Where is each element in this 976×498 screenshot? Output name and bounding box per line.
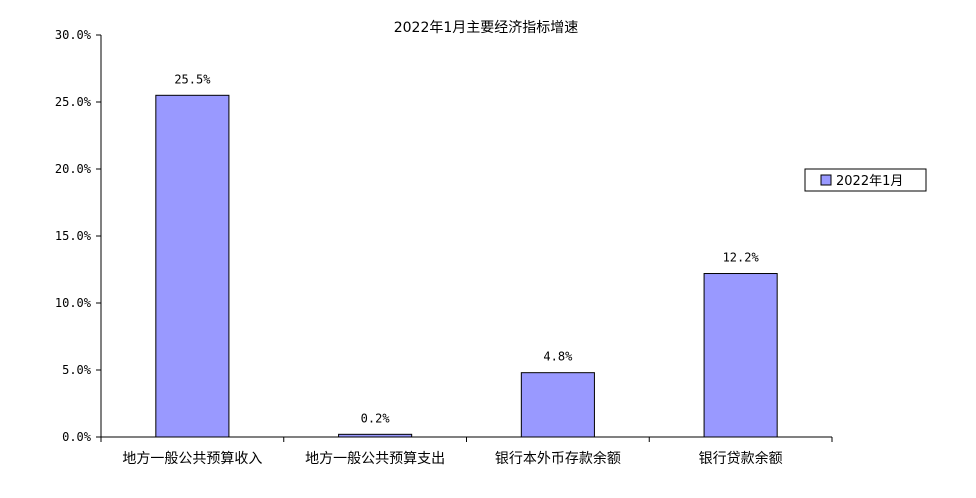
x-category-label: 银行贷款余额 bbox=[699, 450, 783, 467]
legend-swatch bbox=[820, 174, 832, 186]
y-tick-label: 30.0% bbox=[55, 28, 92, 42]
x-category-label: 银行本外币存款余额 bbox=[495, 450, 621, 467]
bar bbox=[703, 273, 778, 438]
data-label: 0.2% bbox=[361, 411, 391, 425]
data-label: 25.5% bbox=[174, 72, 211, 86]
legend-label: 2022年1月 bbox=[836, 174, 903, 189]
y-tick-label: 5.0% bbox=[62, 363, 92, 377]
y-tick-label: 10.0% bbox=[55, 296, 92, 310]
data-label: 4.8% bbox=[543, 350, 573, 364]
chart-title: 2022年1月主要经济指标增速 bbox=[394, 20, 579, 36]
bar bbox=[155, 94, 230, 438]
data-label: 12.2% bbox=[723, 251, 760, 265]
legend-box bbox=[804, 168, 927, 192]
y-tick-label: 25.0% bbox=[55, 95, 92, 109]
x-category-label: 地方一般公共预算支出 bbox=[305, 451, 445, 467]
x-category-label: 地方一般公共预算收入 bbox=[122, 451, 262, 467]
y-tick-label: 20.0% bbox=[55, 162, 92, 176]
y-tick-label: 0.0% bbox=[62, 430, 92, 444]
legend: 2022年1月 bbox=[804, 168, 927, 192]
y-tick-label: 15.0% bbox=[55, 229, 92, 243]
bar bbox=[520, 372, 595, 438]
bar bbox=[338, 433, 413, 438]
